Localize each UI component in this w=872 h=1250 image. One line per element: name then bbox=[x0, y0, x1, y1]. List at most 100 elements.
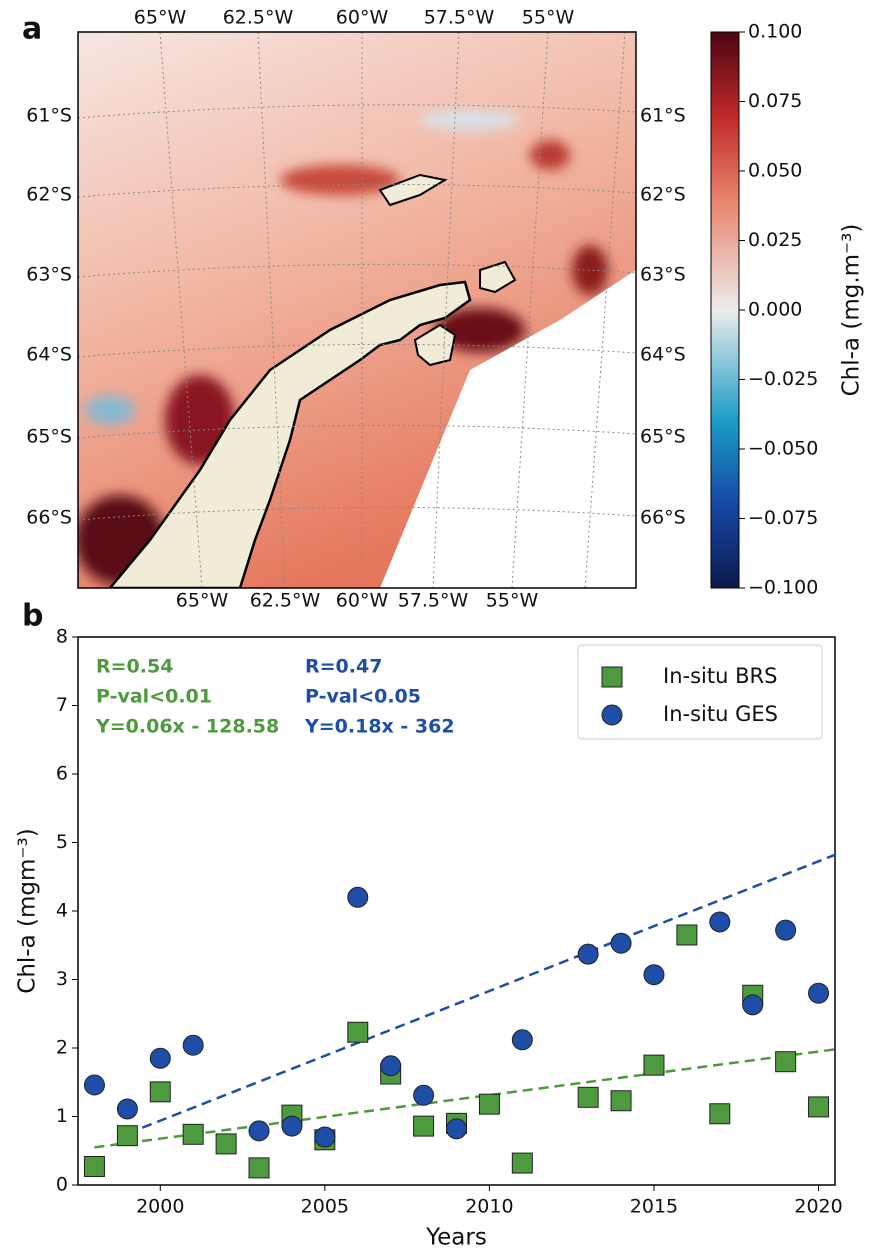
lat-label: 66°S bbox=[26, 507, 72, 529]
panel-label: a bbox=[22, 12, 42, 47]
y-tick-label: 4 bbox=[56, 900, 68, 922]
annotation: R=0.54 bbox=[96, 656, 173, 678]
panel-label: b bbox=[22, 599, 43, 634]
lat-label: 66°S bbox=[640, 507, 686, 529]
lat-label: 61°S bbox=[640, 105, 686, 127]
marker-square bbox=[347, 1021, 369, 1043]
marker-circle bbox=[281, 1115, 303, 1137]
x-tick-label: 2015 bbox=[630, 1196, 678, 1218]
annotation: P-val<0.01 bbox=[96, 686, 212, 708]
marker-square bbox=[248, 1157, 270, 1179]
x-tick-label: 2010 bbox=[465, 1196, 513, 1218]
y-tick-label: 3 bbox=[56, 968, 68, 990]
legend-marker bbox=[601, 704, 623, 726]
map-frame bbox=[77, 31, 637, 589]
colorbar-tick-label: 0.100 bbox=[748, 21, 802, 43]
lat-label: 65°S bbox=[26, 426, 72, 448]
marker-square bbox=[610, 1090, 632, 1112]
lon-label: 55°W bbox=[522, 7, 575, 29]
lat-label: 63°S bbox=[26, 264, 72, 286]
marker-circle bbox=[446, 1118, 467, 1140]
marker-circle bbox=[610, 932, 632, 954]
lon-label: 55°W bbox=[486, 590, 539, 612]
lon-label: 65°W bbox=[134, 7, 187, 29]
x-tick-label: 2020 bbox=[794, 1196, 842, 1218]
marker-circle bbox=[577, 943, 599, 965]
marker-circle bbox=[347, 886, 369, 908]
y-tick-label: 6 bbox=[56, 763, 68, 785]
marker-square bbox=[775, 1051, 797, 1073]
marker-circle bbox=[248, 1120, 270, 1142]
marker-square bbox=[709, 1103, 731, 1125]
lat-label: 64°S bbox=[26, 344, 72, 366]
marker-square bbox=[511, 1152, 533, 1174]
map-background bbox=[78, 32, 636, 588]
marker-square bbox=[83, 1156, 105, 1178]
legend-marker bbox=[601, 666, 623, 688]
colorbar-tick-label: 0.025 bbox=[748, 229, 802, 251]
colorbar-tick-label: 0.075 bbox=[748, 90, 802, 112]
lat-label: 62°S bbox=[640, 184, 686, 206]
trend-line bbox=[126, 853, 836, 1135]
lat-label: 62°S bbox=[26, 184, 72, 206]
marker-square bbox=[413, 1115, 435, 1137]
marker-circle bbox=[380, 1055, 402, 1077]
annotation: Y=0.06x - 128.58 bbox=[95, 716, 279, 738]
marker-circle bbox=[742, 994, 764, 1016]
lon-label: 57.5°W bbox=[398, 590, 469, 612]
marker-circle bbox=[775, 919, 797, 941]
lat-label: 64°S bbox=[640, 344, 686, 366]
marker-circle bbox=[413, 1084, 435, 1106]
colorbar bbox=[710, 31, 740, 589]
marker-square bbox=[116, 1125, 138, 1147]
marker-circle bbox=[83, 1074, 105, 1096]
y-tick-label: 2 bbox=[56, 1037, 68, 1059]
y-tick-label: 7 bbox=[56, 694, 68, 716]
y-tick-label: 8 bbox=[56, 626, 68, 648]
lat-label: 63°S bbox=[640, 264, 686, 286]
marker-square bbox=[149, 1081, 171, 1103]
marker-square bbox=[182, 1123, 204, 1145]
colorbar-tick-label: 0.000 bbox=[748, 299, 802, 321]
y-tick-label: 0 bbox=[56, 1174, 68, 1196]
colorbar-tick-label: −0.100 bbox=[748, 577, 818, 599]
annotation: P-val<0.05 bbox=[305, 686, 421, 708]
lat-label: 61°S bbox=[26, 105, 72, 127]
marker-square bbox=[215, 1133, 237, 1155]
colorbar-tick-label: −0.075 bbox=[748, 507, 818, 529]
lat-label: 65°S bbox=[640, 426, 686, 448]
marker-square bbox=[676, 924, 698, 946]
marker-circle bbox=[643, 964, 665, 986]
x-axis-label: Years bbox=[425, 1225, 487, 1250]
colorbar-tick-label: −0.050 bbox=[748, 438, 818, 460]
x-tick-label: 2000 bbox=[136, 1196, 184, 1218]
y-tick-label: 1 bbox=[56, 1105, 68, 1127]
marker-square bbox=[577, 1086, 599, 1108]
marker-circle bbox=[511, 1029, 533, 1051]
marker-circle bbox=[808, 982, 830, 1004]
colorbar-tick-label: 0.050 bbox=[748, 160, 802, 182]
legend-label: In-situ BRS bbox=[663, 664, 777, 688]
lon-label: 60°W bbox=[336, 590, 389, 612]
marker-circle bbox=[709, 911, 731, 933]
marker-circle bbox=[116, 1098, 138, 1120]
lon-label: 60°W bbox=[336, 7, 389, 29]
marker-circle bbox=[149, 1047, 171, 1069]
y-axis-label: Chl-a (mgm⁻³) bbox=[15, 828, 41, 993]
colorbar-tick-label: −0.025 bbox=[748, 368, 818, 390]
colorbar-label: Chl-a (mg.m⁻³) bbox=[839, 224, 865, 397]
legend-label: In-situ GES bbox=[663, 702, 778, 726]
legend-box bbox=[577, 644, 823, 740]
marker-square bbox=[808, 1096, 830, 1118]
marker-circle bbox=[314, 1126, 336, 1148]
x-tick-label: 2005 bbox=[301, 1196, 349, 1218]
annotation: R=0.47 bbox=[305, 656, 382, 678]
lon-label: 57.5°W bbox=[424, 7, 495, 29]
marker-circle bbox=[182, 1034, 204, 1056]
lon-label: 65°W bbox=[176, 590, 229, 612]
y-tick-label: 5 bbox=[56, 831, 68, 853]
lon-label: 62.5°W bbox=[223, 7, 294, 29]
marker-square bbox=[643, 1054, 665, 1076]
annotation: Y=0.18x - 362 bbox=[304, 716, 455, 738]
